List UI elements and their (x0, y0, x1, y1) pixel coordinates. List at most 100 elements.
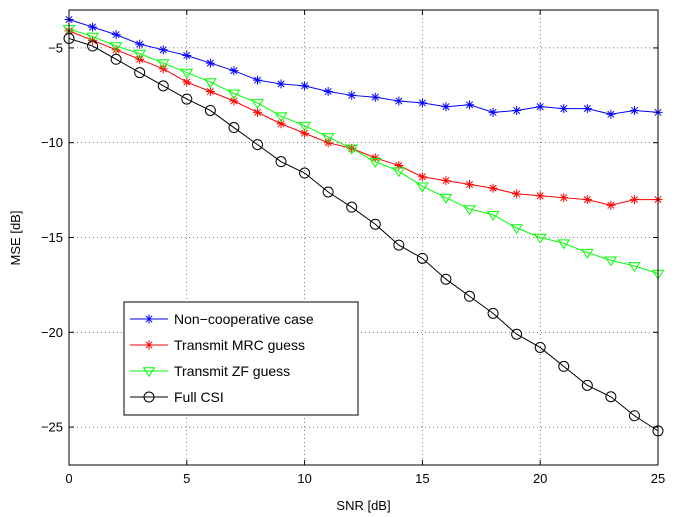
data-point (559, 193, 569, 203)
legend-label: Non−cooperative case (174, 311, 314, 327)
data-point (392, 167, 406, 178)
data-point (393, 239, 405, 251)
series-group (64, 26, 663, 210)
data-point (465, 179, 475, 189)
data-point (628, 262, 641, 273)
data-point (143, 391, 155, 403)
data-point (628, 410, 640, 422)
data-point (300, 81, 310, 91)
data-point (322, 186, 334, 198)
data-point (582, 195, 592, 205)
data-point (347, 90, 357, 100)
data-point (559, 104, 569, 114)
legend-entry: Non−cooperative case (130, 311, 314, 327)
data-point (629, 195, 639, 205)
series-layer (62, 14, 665, 437)
data-point (512, 189, 522, 199)
legend: Non−cooperative case Transmit MRC guess Tr… (123, 301, 359, 416)
x-axis-label: SNR [dB] (336, 498, 390, 513)
data-point (488, 107, 498, 117)
y-tick-label: −10 (41, 135, 63, 150)
legend-box (123, 301, 359, 416)
data-point (274, 112, 288, 123)
x-tick-label: 5 (183, 471, 190, 486)
data-point (276, 79, 286, 89)
data-point (323, 87, 333, 97)
data-point (535, 102, 545, 112)
x-tick-label: 15 (415, 471, 429, 486)
data-point (606, 109, 616, 119)
data-point (369, 218, 381, 230)
data-point (298, 121, 312, 132)
data-point (227, 89, 241, 100)
data-point (346, 201, 358, 213)
legend-label: Transmit ZF guess (174, 363, 290, 379)
data-point (251, 139, 263, 151)
data-point (134, 67, 146, 79)
series-group (63, 32, 664, 437)
data-point (228, 122, 240, 134)
data-point (558, 360, 570, 372)
data-point (512, 105, 522, 115)
x-tick-label: 20 (533, 471, 547, 486)
data-point (345, 144, 359, 155)
data-point (440, 273, 452, 285)
data-point (417, 172, 427, 182)
data-point (465, 100, 475, 110)
data-point (441, 176, 451, 186)
data-point (487, 307, 499, 319)
data-point (144, 340, 154, 350)
ticks: 0 5 10 15 20 25 −5 −10 −15 −20 −25 (41, 10, 665, 486)
data-point (181, 93, 193, 105)
data-point (180, 68, 194, 79)
data-point (416, 252, 428, 264)
data-point (205, 58, 215, 68)
data-point (204, 104, 216, 116)
data-point (604, 256, 618, 267)
data-point (606, 200, 616, 210)
data-point (156, 59, 170, 70)
legend-entry: Transmit MRC guess (130, 337, 305, 353)
data-point (135, 39, 145, 49)
data-point (464, 290, 476, 302)
data-point (486, 210, 500, 221)
data-point (580, 248, 594, 259)
data-point (439, 193, 453, 204)
data-point (394, 160, 404, 170)
legend-entry: Transmit ZF guess (130, 363, 290, 379)
data-point (535, 191, 545, 201)
x-tick-label: 0 (65, 471, 72, 486)
data-point (252, 107, 262, 117)
data-point (205, 87, 215, 97)
data-point (299, 167, 311, 179)
data-point (203, 78, 217, 89)
data-point (144, 314, 154, 324)
data-point (557, 239, 571, 250)
data-point (511, 328, 523, 340)
data-point (276, 119, 286, 129)
data-point (88, 22, 98, 32)
data-point (110, 53, 122, 65)
data-point (510, 224, 524, 235)
legend-entry: Full CSI (130, 389, 224, 405)
legend-label: Full CSI (174, 389, 224, 405)
data-point (182, 51, 192, 60)
y-tick-label: −25 (41, 420, 63, 435)
data-point (157, 80, 169, 92)
data-point (109, 42, 123, 53)
data-point (87, 40, 99, 52)
data-point (133, 49, 147, 60)
y-tick-label: −20 (41, 325, 63, 340)
data-point (275, 156, 287, 168)
data-point (534, 341, 546, 353)
legend-label: Transmit MRC guess (174, 337, 305, 353)
y-tick-label: −15 (41, 230, 63, 245)
data-point (441, 102, 451, 112)
data-point (252, 75, 262, 85)
data-point (86, 32, 99, 43)
data-point (417, 98, 427, 108)
data-point (370, 92, 380, 102)
data-point (394, 96, 404, 106)
data-point (463, 205, 476, 216)
data-point (368, 157, 382, 168)
